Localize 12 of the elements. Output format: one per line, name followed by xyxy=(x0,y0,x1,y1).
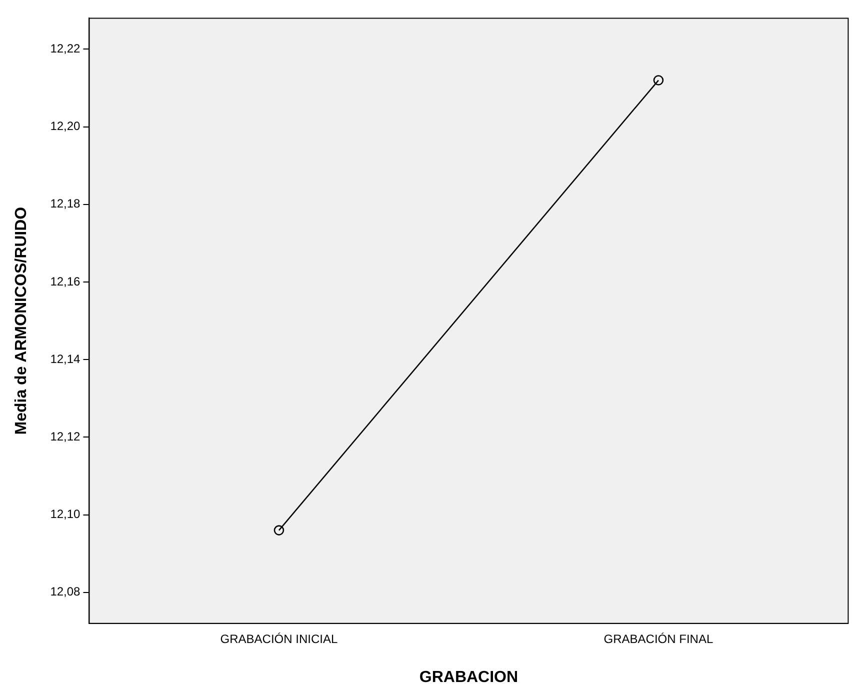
y-tick-label: 12,12 xyxy=(50,429,81,444)
y-tick-label: 12,16 xyxy=(50,274,81,288)
x-axis-title: GRABACION xyxy=(419,668,518,686)
y-tick-label: 12,22 xyxy=(50,42,81,56)
y-tick-label: 12,10 xyxy=(50,507,81,522)
y-axis-title: Media de ARMONICOS/RUIDO xyxy=(13,206,30,435)
x-tick-label: GRABACIÓN FINAL xyxy=(604,632,714,646)
x-tick-label: GRABACIÓN INICIAL xyxy=(220,632,338,646)
y-tick-label: 12,18 xyxy=(50,196,81,211)
y-tick-label: 12,14 xyxy=(50,352,81,366)
y-tick-label: 12,08 xyxy=(50,584,81,599)
y-tick-label: 12,20 xyxy=(50,119,81,134)
